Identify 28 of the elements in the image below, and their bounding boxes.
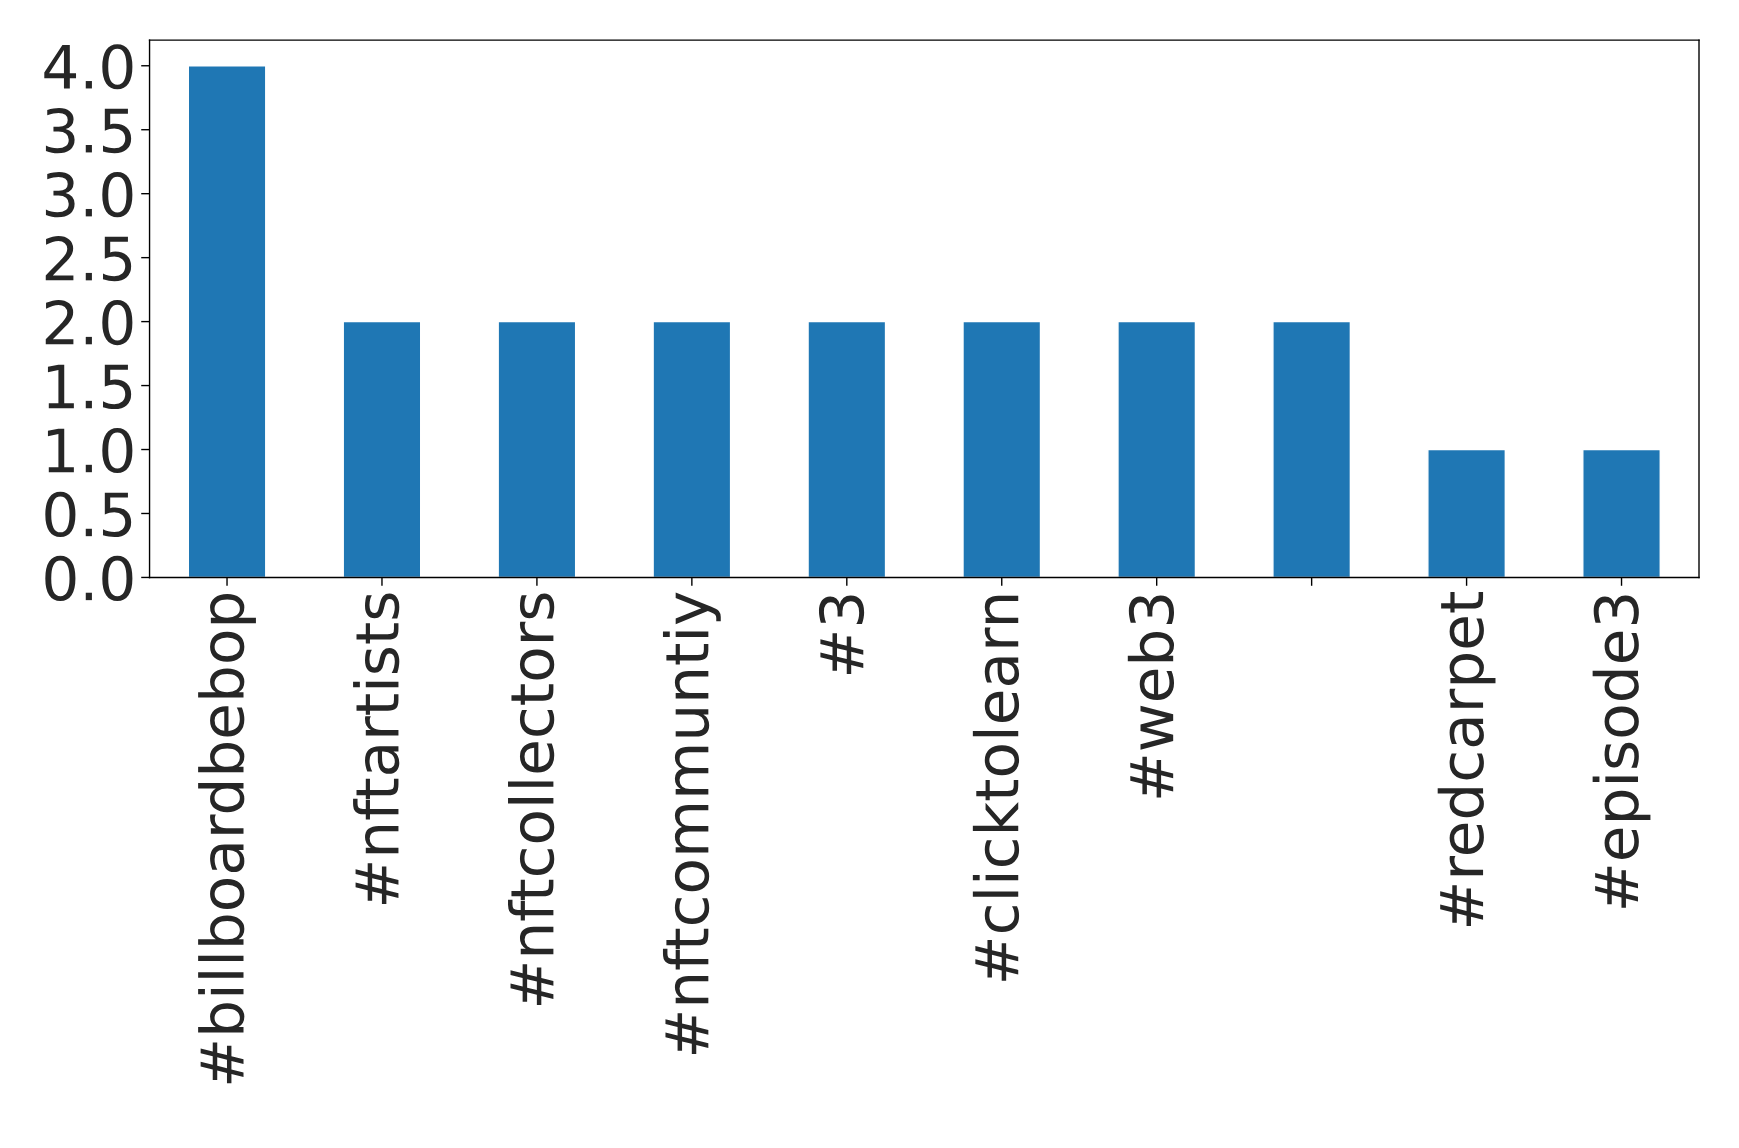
bar	[962, 320, 1042, 578]
bar	[807, 320, 887, 578]
y-tick-label: 3.5	[45, 108, 132, 154]
x-tick-label: #redcarpet	[1437, 592, 1496, 927]
y-tick-label: 3.0	[45, 172, 133, 218]
bar	[1272, 320, 1352, 578]
x-tick-label: #nftartists	[353, 593, 400, 905]
y-tick-label: 4.0	[44, 44, 133, 90]
x-tick-label: #nftcommuntiy	[662, 592, 721, 1055]
bar	[342, 320, 422, 578]
y-tick-label: 0.0	[45, 555, 133, 601]
bar	[1427, 448, 1507, 578]
y-tick-label: 0.5	[45, 491, 132, 538]
y-tick-label: 2.5	[45, 236, 132, 282]
x-tick-label: #billboardbebop	[198, 593, 256, 1084]
y-tick-label: 2.0	[45, 299, 133, 346]
bar	[1117, 320, 1197, 578]
bar	[187, 65, 267, 578]
x-tick-label: #episode3	[1592, 595, 1651, 908]
bar	[497, 320, 577, 578]
bar	[652, 320, 732, 578]
x-tick-label: #web3	[1127, 595, 1175, 798]
y-tick-label: 1.5	[47, 364, 132, 410]
bar	[1582, 448, 1661, 578]
x-tick-label: #nftcollectors	[508, 593, 555, 1006]
x-tick-label: #clicktolearn	[972, 595, 1020, 981]
y-tick-label: 1.0	[47, 427, 133, 474]
x-tick-label: #3	[818, 595, 865, 675]
